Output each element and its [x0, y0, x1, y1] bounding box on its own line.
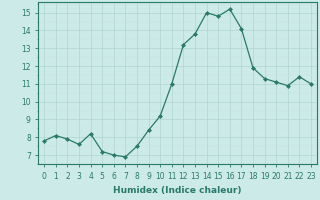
X-axis label: Humidex (Indice chaleur): Humidex (Indice chaleur): [113, 186, 242, 195]
